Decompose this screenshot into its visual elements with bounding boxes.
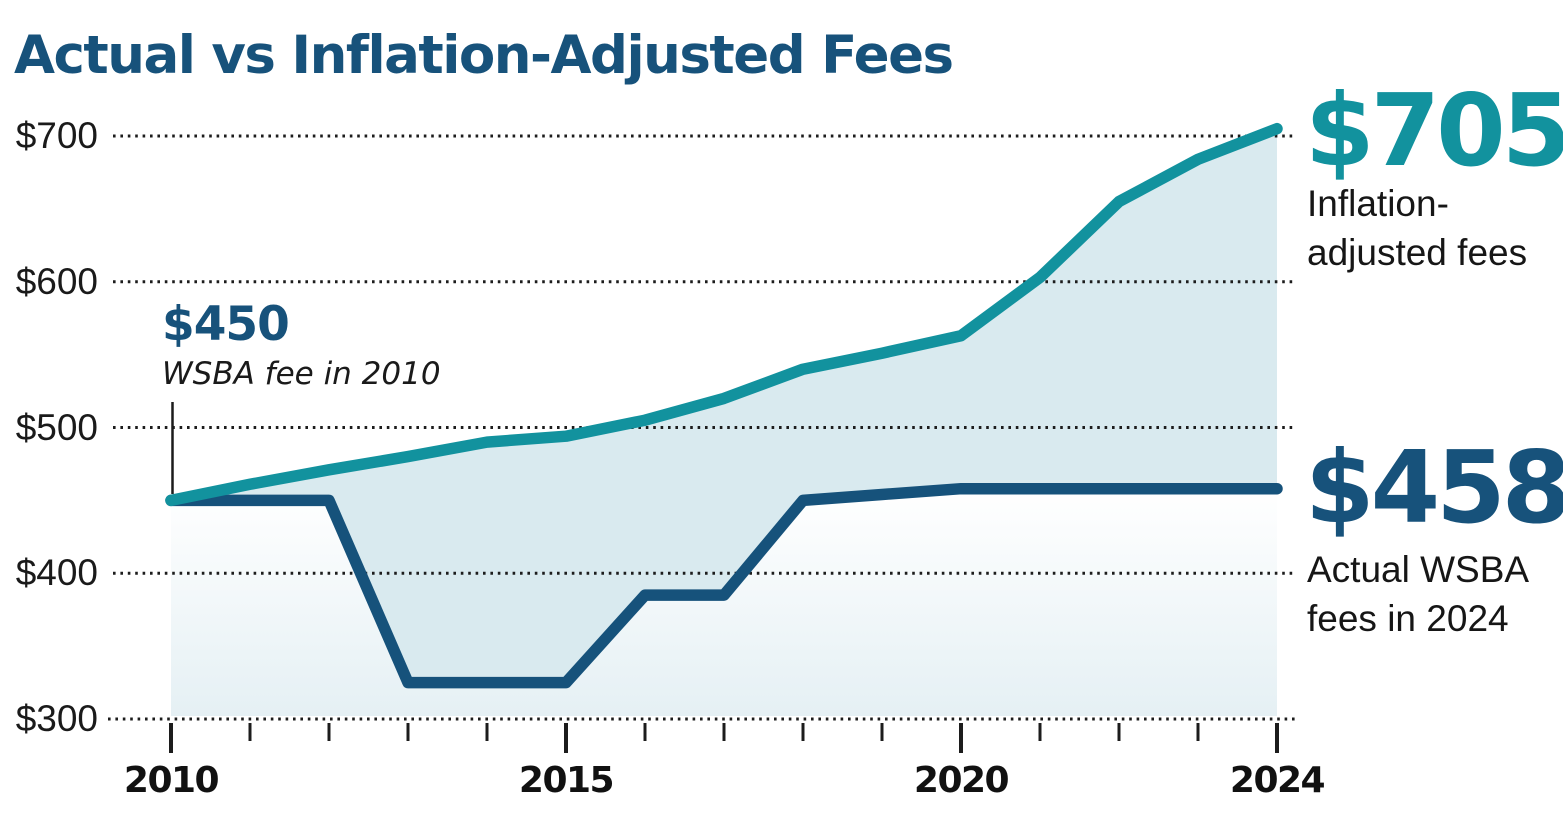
area-between-series — [171, 128, 1277, 683]
x-axis-label-2020: 2020 — [913, 760, 1010, 801]
actual-fee-label-line2: fees in 2024 — [1307, 598, 1509, 639]
start-fee-annotation-value: $450 — [162, 297, 290, 352]
inflation-adjusted-label-line1: Inflation- — [1307, 183, 1449, 224]
y-axis-label-500: $500 — [15, 407, 98, 448]
area-below-actual — [171, 488, 1277, 716]
x-axis-label-2015: 2015 — [518, 760, 615, 801]
x-axis-label-2010: 2010 — [123, 760, 220, 801]
actual-fee-label: Actual WSBA fees in 2024 — [1307, 545, 1529, 643]
page-title: Actual vs Inflation-Adjusted Fees — [14, 25, 954, 86]
inflation-adjusted-value: $705 — [1305, 72, 1563, 189]
actual-fee-value: $458 — [1305, 429, 1563, 546]
inflation-adjusted-line — [165, 122, 1283, 507]
actual-fees-line — [165, 482, 1283, 689]
y-axis-label-700: $700 — [15, 115, 98, 156]
inflation-adjusted-label-line2: adjusted fees — [1307, 232, 1528, 273]
inflation-adjusted-label: Inflation- adjusted fees — [1307, 179, 1527, 277]
y-axis-label-300: $300 — [15, 698, 98, 739]
start-fee-annotation-label: WSBA fee in 2010 — [162, 356, 441, 392]
actual-fee-label-line1: Actual WSBA — [1307, 549, 1530, 590]
y-axis-label-600: $600 — [15, 261, 98, 302]
x-axis-label-2024: 2024 — [1229, 760, 1326, 801]
y-axis-label-400: $400 — [15, 552, 98, 593]
